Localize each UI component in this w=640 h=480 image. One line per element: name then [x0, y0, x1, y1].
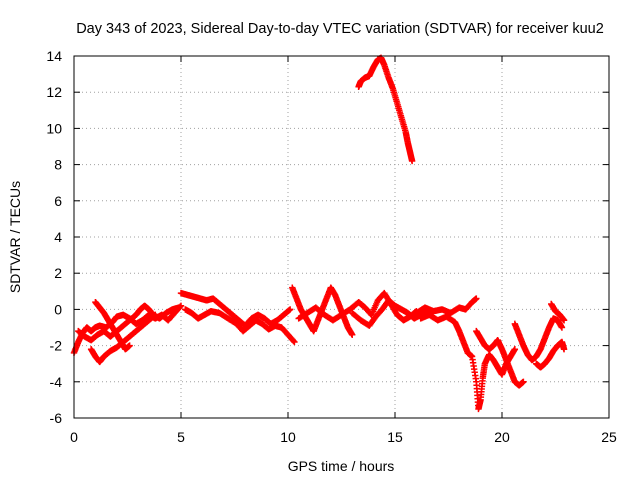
x-tick-label: 20	[494, 429, 510, 445]
y-tick-label: -2	[50, 338, 63, 354]
data-point	[291, 338, 298, 346]
axis-ticks: 0 5 10 15 20 25 -6 -4 -2 0 2 4 6 8 10 12 14	[46, 48, 617, 445]
y-tick-label: 6	[54, 193, 62, 209]
data-point	[175, 304, 183, 311]
data-point	[560, 346, 568, 353]
data-point	[511, 346, 519, 353]
y-tick-label: 12	[46, 84, 62, 100]
plot-frame	[73, 55, 610, 419]
x-tick-label: 25	[601, 429, 617, 445]
y-axis-label: SDTVAR / TECUs	[7, 181, 23, 293]
x-tick-label: 15	[387, 429, 403, 445]
y-tick-label: 0	[54, 301, 62, 317]
y-tick-label: 4	[54, 229, 62, 245]
x-axis-label: GPS time / hours	[288, 458, 395, 474]
y-tick-label: 8	[54, 157, 62, 173]
data-point	[558, 324, 566, 331]
y-tick-label: 2	[54, 265, 62, 281]
y-tick-label: 10	[46, 120, 62, 136]
data-point	[520, 378, 527, 385]
grid	[74, 56, 609, 418]
data-point	[286, 306, 294, 313]
data-point	[560, 317, 568, 324]
data-point	[290, 337, 297, 345]
y-tick-label: -6	[50, 410, 63, 426]
data-point	[473, 295, 480, 302]
x-tick-label: 0	[70, 429, 78, 445]
data-point	[126, 342, 133, 349]
data-point	[152, 311, 159, 319]
x-tick-label: 10	[280, 429, 296, 445]
y-tick-label: 14	[46, 48, 62, 64]
chart-title: Day 343 of 2023, Sidereal Day-to-day VTE…	[76, 21, 604, 37]
y-tick-label: -4	[50, 374, 63, 390]
data-points	[70, 54, 568, 413]
x-tick-label: 5	[177, 429, 185, 445]
data-point	[349, 331, 356, 338]
data-point	[408, 157, 416, 165]
